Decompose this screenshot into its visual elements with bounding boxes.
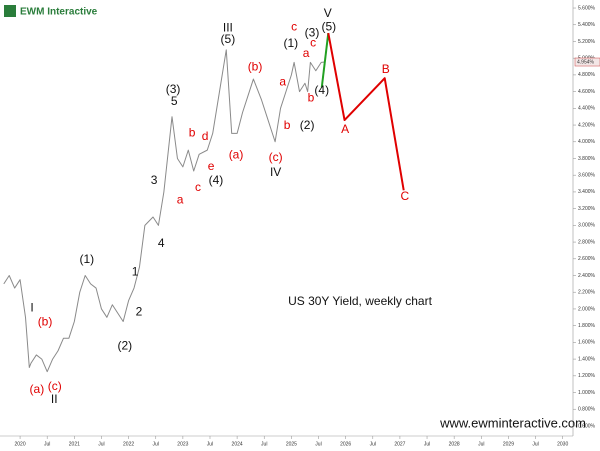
y-tick-label: 1.400%	[578, 356, 596, 362]
x-tick-label: 2023	[177, 441, 188, 447]
wave-label: 2	[136, 304, 143, 318]
wave-label: IV	[270, 165, 281, 179]
x-tick-label: 2026	[340, 441, 351, 447]
last-price-box	[574, 57, 600, 67]
y-tick-label: 1.600%	[578, 340, 596, 346]
y-tick-label: 0.800%	[578, 407, 596, 413]
wave-label: a	[177, 192, 184, 206]
y-tick-label: 3.800%	[578, 156, 596, 162]
x-tick-label: 2028	[449, 441, 460, 447]
wave-label: a	[303, 46, 310, 60]
y-tick-label: 1.800%	[578, 323, 596, 329]
x-tick-label: 2025	[286, 441, 297, 447]
wave-label: B	[382, 62, 390, 76]
projection-line	[320, 32, 330, 88]
logo-text: EWM Interactive	[20, 7, 98, 18]
x-tick-label: Jul	[532, 441, 538, 447]
x-tick-label: Jul	[261, 441, 267, 447]
wave-label: (a)	[30, 382, 45, 396]
x-tick-label: Jul	[424, 441, 430, 447]
x-tick-label: Jul	[98, 441, 104, 447]
wave-label: (c)	[269, 150, 283, 164]
wave-label: 3	[151, 173, 158, 187]
y-tick-label: 2.600%	[578, 256, 596, 262]
wave-label: (2)	[117, 339, 132, 353]
y-tick-label: 3.600%	[578, 173, 596, 179]
x-tick-label: 2030	[557, 441, 568, 447]
wave-label: III	[223, 20, 233, 34]
y-tick-label: 1.000%	[578, 390, 596, 396]
y-tick-label: 3.000%	[578, 223, 596, 229]
wave-label: (a)	[229, 147, 244, 161]
wave-label: c	[310, 35, 316, 49]
y-tick-label: 4.000%	[578, 139, 596, 145]
wave-label: (4)	[209, 173, 224, 187]
wave-label: V	[324, 6, 332, 20]
wave-label: e	[208, 159, 215, 173]
wave-label: (c)	[48, 379, 62, 393]
wave-label: (4)	[314, 83, 329, 97]
wave-label: (5)	[321, 19, 336, 33]
price-line	[3, 49, 326, 373]
x-tick-label: 2022	[123, 441, 134, 447]
wave-label: b	[189, 126, 196, 140]
y-tick-label: 5.400%	[578, 22, 596, 28]
x-tick-label: 2024	[232, 441, 243, 447]
x-tick-label: Jul	[153, 441, 159, 447]
y-tick-label: 5.600%	[578, 5, 596, 11]
x-tick-label: 2029	[503, 441, 514, 447]
x-tick-label: Jul	[315, 441, 321, 447]
y-tick-label: 2.200%	[578, 290, 596, 296]
y-tick-label: 2.000%	[578, 306, 596, 312]
watermark: www.ewminteractive.com	[439, 415, 586, 430]
wave-label: (b)	[248, 60, 263, 74]
wave-label: 4	[158, 236, 165, 250]
x-tick-label: Jul	[478, 441, 484, 447]
wave-label: b	[284, 118, 291, 132]
y-tick-label: 2.400%	[578, 273, 596, 279]
wave-label: d	[202, 129, 209, 143]
wave-label: C	[400, 189, 409, 203]
wave-label: (3)	[305, 25, 320, 39]
logo: EWM Interactive	[4, 5, 98, 18]
logo-icon	[4, 5, 16, 17]
x-tick-label: 2027	[394, 441, 405, 447]
projection-line	[327, 32, 405, 191]
wave-label: 5	[171, 94, 178, 108]
wave-label: (1)	[284, 36, 299, 50]
y-tick-label: 4.400%	[578, 106, 596, 112]
last-price-label: 4.954%	[577, 59, 595, 65]
wave-label: c	[291, 19, 297, 33]
wave-label: A	[341, 122, 349, 136]
x-tick-label: Jul	[370, 441, 376, 447]
wave-label: II	[51, 392, 58, 406]
y-tick-label: 4.200%	[578, 122, 596, 128]
wave-label: c	[195, 180, 201, 194]
y-tick-label: 4.800%	[578, 72, 596, 78]
y-tick-label: 2.800%	[578, 239, 596, 245]
wave-label: (b)	[38, 314, 53, 328]
wave-label: a	[279, 75, 286, 89]
wave-label: (2)	[300, 118, 315, 132]
wave-label: (5)	[221, 32, 236, 46]
caption: US 30Y Yield, weekly chart	[288, 294, 433, 308]
x-tick-label: 2020	[15, 441, 26, 447]
y-tick-label: 4.600%	[578, 89, 596, 95]
y-tick-label: 0.600%	[578, 423, 596, 429]
x-tick-label: Jul	[207, 441, 213, 447]
x-tick-label: 2021	[69, 441, 80, 447]
y-tick-label: 3.200%	[578, 206, 596, 212]
wave-label: b	[308, 90, 315, 104]
wave-label: I	[30, 300, 33, 314]
y-tick-label: 3.400%	[578, 189, 596, 195]
y-tick-label: 1.200%	[578, 373, 596, 379]
x-tick-label: Jul	[44, 441, 50, 447]
wave-label: (3)	[166, 82, 181, 96]
wave-label: 1	[132, 264, 139, 278]
y-tick-label: 5.200%	[578, 39, 596, 45]
wave-label: (1)	[79, 252, 94, 266]
